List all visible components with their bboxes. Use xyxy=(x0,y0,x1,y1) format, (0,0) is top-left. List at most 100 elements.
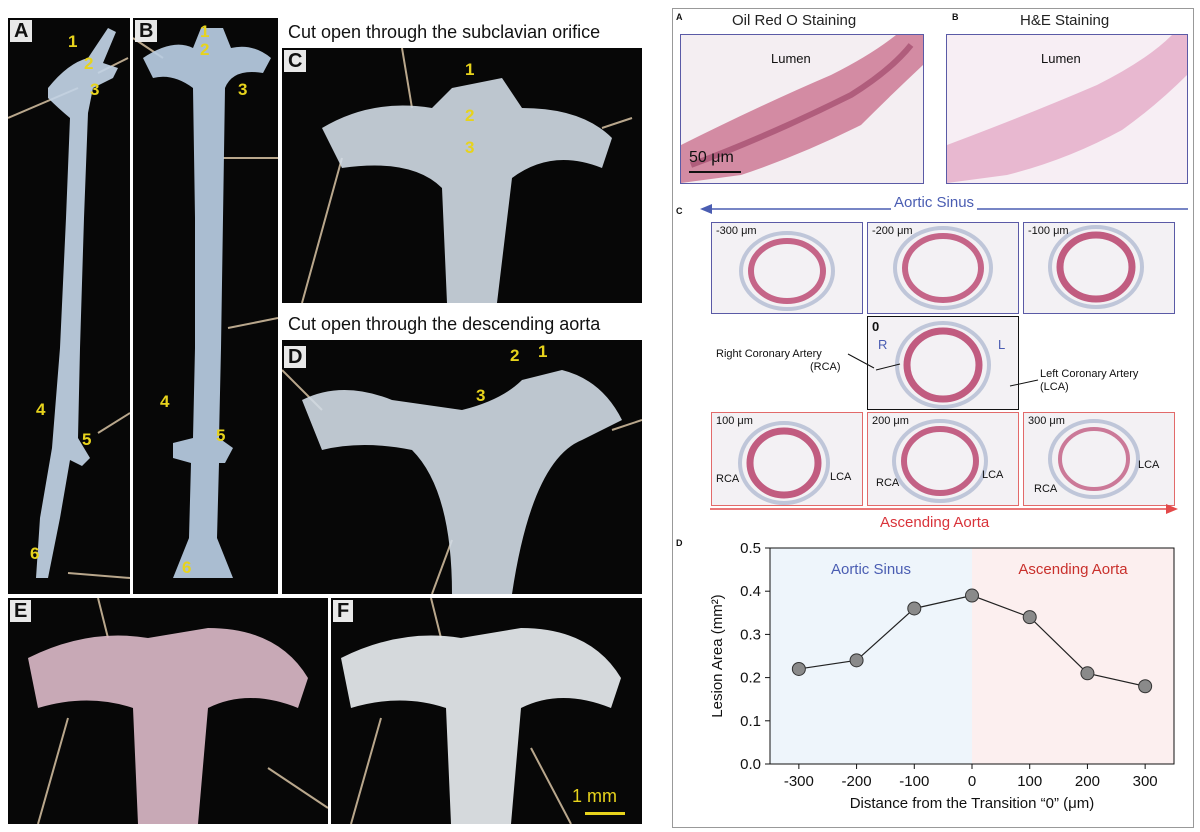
oil-red-o-tissue xyxy=(681,35,923,183)
panel-label-right-d: D xyxy=(676,538,683,548)
data-point xyxy=(791,661,806,676)
rca-abbr-label: (RCA) xyxy=(810,361,841,373)
data-point xyxy=(1138,679,1153,694)
x-tick-label: -100 xyxy=(899,773,929,790)
lesion-area-chart: Aortic Sinus Ascending Aorta 0.00.10.20.… xyxy=(709,540,1175,812)
panel-label-left-c: C xyxy=(284,50,307,72)
caption-descending: Cut open through the descending aorta xyxy=(282,312,607,337)
data-point xyxy=(907,601,922,616)
branch-marker: 2 xyxy=(465,106,475,125)
panel-label-right-a: A xyxy=(676,12,683,22)
stain-title-b: H&E Staining xyxy=(1020,12,1110,29)
branch-marker: 6 xyxy=(30,544,40,563)
branch-marker: 1 xyxy=(538,342,548,361)
y-tick-label: 0.2 xyxy=(740,670,761,687)
x-axis: -300 -200 -100 0 100 200 300 xyxy=(784,764,1158,790)
x-tick-label: 200 xyxy=(1075,773,1100,790)
x-tick-label: -200 xyxy=(842,773,872,790)
coronary-pointer-arrows xyxy=(847,353,1039,387)
photo-panel-b xyxy=(133,18,278,594)
data-point xyxy=(1022,610,1037,625)
section-plus-100: 100 μm RCA LCA xyxy=(711,412,863,506)
section-minus-200: -200 μm xyxy=(867,222,1019,314)
region-aortic-sinus-label: Aortic Sinus xyxy=(831,561,911,578)
branch-marker: 3 xyxy=(465,138,475,157)
caption-subclavian: Cut open through the subclavian orifice xyxy=(282,20,607,45)
section-plus-300: 300 μm RCA LCA xyxy=(1023,412,1175,506)
photo-panel-c xyxy=(282,48,642,303)
lca-label: LCA xyxy=(1138,459,1160,471)
branch-marker: 2 xyxy=(510,346,520,365)
lca-full-label: Left Coronary Artery xyxy=(1040,368,1139,380)
lca-label: LCA xyxy=(982,469,1004,481)
section-label: 200 μm xyxy=(872,415,909,427)
branch-marker: 3 xyxy=(476,386,486,405)
rca-label: RCA xyxy=(876,477,900,489)
aorta-specimen-d xyxy=(282,369,642,594)
branch-marker: 2 xyxy=(200,40,210,59)
oil-red-o-image: Lumen 50 μm xyxy=(680,34,924,184)
y-axis: 0.0 0.1 0.2 0.3 0.4 0.5 xyxy=(740,540,770,773)
branch-marker: 5 xyxy=(216,426,226,445)
y-tick-label: 0.0 xyxy=(740,756,761,773)
rca-label: RCA xyxy=(1034,483,1058,495)
ascending-aorta-label: Ascending Aorta xyxy=(880,514,990,531)
y-axis-label: Lesion Area (mm²) xyxy=(709,594,726,717)
section-label: -100 μm xyxy=(1028,225,1069,237)
section-label: 300 μm xyxy=(1028,415,1065,427)
panel-label-right-b: B xyxy=(952,12,959,22)
region-ascending-aorta xyxy=(972,548,1174,764)
aorta-specimen-c xyxy=(301,48,633,303)
section-plus-200: 200 μm RCA LCA xyxy=(867,412,1019,506)
branch-marker: 4 xyxy=(36,400,46,419)
scale-bar xyxy=(585,812,625,815)
x-axis-label: Distance from the Transition “0” (μm) xyxy=(850,795,1095,812)
data-points xyxy=(791,588,1153,694)
section-tissue xyxy=(1048,419,1140,499)
section-label: 0 xyxy=(872,319,880,334)
section-label: 100 μm xyxy=(716,415,753,427)
photo-panel-f xyxy=(331,598,642,824)
panel-label-left-b: B xyxy=(135,20,158,42)
photo-panel-d xyxy=(282,340,642,594)
x-tick-label: 100 xyxy=(1017,773,1042,790)
y-tick-label: 0.3 xyxy=(740,626,761,643)
section-label: -300 μm xyxy=(716,225,757,237)
branch-marker: 3 xyxy=(238,80,248,99)
rca-label: RCA xyxy=(716,473,740,485)
left-side-label: L xyxy=(998,337,1006,352)
scale-bar-micro xyxy=(689,171,741,173)
x-tick-label: -300 xyxy=(784,773,814,790)
x-tick-label: 0 xyxy=(968,773,976,790)
section-label: -200 μm xyxy=(872,225,913,237)
panel-label-right-c: C xyxy=(676,206,683,216)
lumen-label: Lumen xyxy=(1041,51,1081,66)
data-point xyxy=(965,588,979,603)
photo-panel-e xyxy=(8,598,328,824)
section-minus-300: -300 μm xyxy=(711,222,863,314)
section-minus-100: -100 μm xyxy=(1023,222,1175,314)
x-tick-label: 300 xyxy=(1133,773,1158,790)
region-aortic-sinus xyxy=(770,548,972,764)
y-tick-label: 0.4 xyxy=(740,583,761,600)
stain-title-a: Oil Red O Staining xyxy=(732,12,857,29)
data-point xyxy=(1080,666,1095,681)
scale-bar-micro-label: 50 μm xyxy=(689,149,734,166)
branch-marker: 6 xyxy=(182,558,192,577)
aorta-specimen-f xyxy=(341,598,621,824)
lumen-label: Lumen xyxy=(771,51,811,66)
he-image: Lumen xyxy=(946,34,1188,184)
aortic-sinus-label: Aortic Sinus xyxy=(891,194,978,211)
aorta-specimen-e xyxy=(28,598,328,824)
aorta-specimen-a xyxy=(8,28,130,579)
panel-label-left-a: A xyxy=(10,20,33,42)
he-tissue xyxy=(947,35,1187,183)
lca-abbr-label: (LCA) xyxy=(1040,381,1069,393)
branch-marker: 5 xyxy=(82,430,92,449)
data-point xyxy=(849,653,864,668)
aorta-specimen-b xyxy=(133,28,278,578)
scale-bar-label: 1 mm xyxy=(572,786,617,806)
panel-label-left-d: D xyxy=(284,346,307,368)
panel-label-left-f: F xyxy=(333,600,354,622)
section-tissue xyxy=(739,231,835,311)
